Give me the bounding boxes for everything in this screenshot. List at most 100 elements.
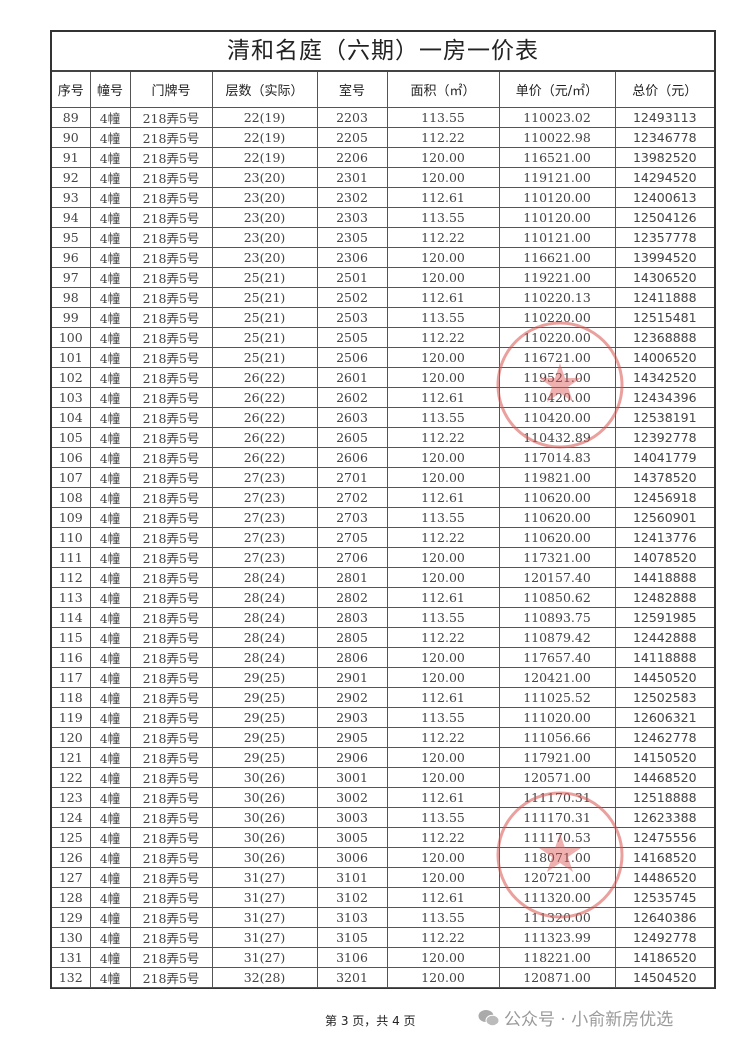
cell-seq: 108 bbox=[52, 487, 91, 508]
cell-building: 4幢 bbox=[89, 467, 131, 488]
table-row: 124 4幢 218弄5号 30(26) 3003 113.55 111170.31 1262… bbox=[52, 807, 714, 828]
cell-unit-price: 117321.00 bbox=[498, 547, 616, 568]
cell-seq: 123 bbox=[52, 787, 91, 808]
cell-building: 4幢 bbox=[89, 587, 131, 608]
cell-area: 120.00 bbox=[386, 547, 500, 568]
table-row: 107 4幢 218弄5号 27(23) 2701 120.00 119821.00 1437… bbox=[52, 467, 714, 488]
cell-area: 112.61 bbox=[386, 387, 500, 408]
cell-area: 120.00 bbox=[386, 347, 500, 368]
cell-room: 2703 bbox=[316, 507, 388, 528]
cell-unit-price: 110220.13 bbox=[498, 287, 616, 308]
cell-floor: 25(21) bbox=[211, 287, 318, 308]
cell-door-number: 218弄5号 bbox=[129, 147, 213, 168]
cell-seq: 100 bbox=[52, 327, 91, 348]
table-row: 93 4幢 218弄5号 23(20) 2302 112.61 110120.00 12400… bbox=[52, 187, 714, 208]
cell-building: 4幢 bbox=[89, 907, 131, 928]
cell-unit-price: 111323.99 bbox=[498, 927, 616, 948]
cell-room: 2702 bbox=[316, 487, 388, 508]
cell-building: 4幢 bbox=[89, 367, 131, 388]
cell-area: 113.55 bbox=[386, 107, 500, 128]
cell-room: 2803 bbox=[316, 607, 388, 628]
cell-room: 3001 bbox=[316, 767, 388, 788]
cell-building: 4幢 bbox=[89, 447, 131, 468]
cell-seq: 112 bbox=[52, 567, 91, 588]
cell-floor: 23(20) bbox=[211, 207, 318, 228]
table-row: 132 4幢 218弄5号 32(28) 3201 120.00 120871.00 1450… bbox=[52, 967, 714, 988]
cell-floor: 26(22) bbox=[211, 447, 318, 468]
cell-room: 2305 bbox=[316, 227, 388, 248]
cell-door-number: 218弄5号 bbox=[129, 507, 213, 528]
cell-seq: 128 bbox=[52, 887, 91, 908]
cell-building: 4幢 bbox=[89, 187, 131, 208]
cell-building: 4幢 bbox=[89, 947, 131, 968]
cell-total-price: 14418888 bbox=[614, 567, 714, 588]
cell-room: 2701 bbox=[316, 467, 388, 488]
cell-building: 4幢 bbox=[89, 487, 131, 508]
cell-unit-price: 111320.00 bbox=[498, 907, 616, 928]
cell-door-number: 218弄5号 bbox=[129, 427, 213, 448]
cell-room: 2205 bbox=[316, 127, 388, 148]
cell-floor: 27(23) bbox=[211, 547, 318, 568]
cell-floor: 29(25) bbox=[211, 687, 318, 708]
table-row: 102 4幢 218弄5号 26(22) 2601 120.00 119521.00 1434… bbox=[52, 367, 714, 388]
cell-area: 112.22 bbox=[386, 427, 500, 448]
cell-building: 4幢 bbox=[89, 627, 131, 648]
cell-area: 113.55 bbox=[386, 807, 500, 828]
cell-total-price: 14186520 bbox=[614, 947, 714, 968]
cell-total-price: 14006520 bbox=[614, 347, 714, 368]
cell-building: 4幢 bbox=[89, 887, 131, 908]
table-row: 129 4幢 218弄5号 31(27) 3103 113.55 111320.00 1264… bbox=[52, 907, 714, 928]
cell-room: 2601 bbox=[316, 367, 388, 388]
cell-door-number: 218弄5号 bbox=[129, 967, 213, 988]
cell-unit-price: 116521.00 bbox=[498, 147, 616, 168]
header-door-number: 门牌号 bbox=[129, 72, 213, 108]
cell-building: 4幢 bbox=[89, 267, 131, 288]
cell-seq: 114 bbox=[52, 607, 91, 628]
cell-seq: 106 bbox=[52, 447, 91, 468]
cell-floor: 29(25) bbox=[211, 727, 318, 748]
cell-total-price: 12538191 bbox=[614, 407, 714, 428]
cell-room: 3005 bbox=[316, 827, 388, 848]
cell-seq: 132 bbox=[52, 967, 91, 988]
cell-building: 4幢 bbox=[89, 727, 131, 748]
cell-unit-price: 119121.00 bbox=[498, 167, 616, 188]
cell-door-number: 218弄5号 bbox=[129, 947, 213, 968]
cell-unit-price: 110022.98 bbox=[498, 127, 616, 148]
cell-floor: 30(26) bbox=[211, 787, 318, 808]
cell-door-number: 218弄5号 bbox=[129, 527, 213, 548]
table-row: 126 4幢 218弄5号 30(26) 3006 120.00 118071.00 1416… bbox=[52, 847, 714, 868]
cell-area: 120.00 bbox=[386, 967, 500, 988]
page-number: 第 3 页，共 4 页 bbox=[325, 1014, 416, 1028]
table-row: 116 4幢 218弄5号 28(24) 2806 120.00 117657.40 1411… bbox=[52, 647, 714, 668]
cell-seq: 117 bbox=[52, 667, 91, 688]
cell-floor: 25(21) bbox=[211, 267, 318, 288]
cell-building: 4幢 bbox=[89, 927, 131, 948]
cell-seq: 110 bbox=[52, 527, 91, 548]
cell-floor: 30(26) bbox=[211, 807, 318, 828]
cell-total-price: 12392778 bbox=[614, 427, 714, 448]
cell-area: 112.61 bbox=[386, 687, 500, 708]
cell-room: 2902 bbox=[316, 687, 388, 708]
cell-door-number: 218弄5号 bbox=[129, 207, 213, 228]
cell-door-number: 218弄5号 bbox=[129, 487, 213, 508]
cell-building: 4幢 bbox=[89, 967, 131, 988]
cell-floor: 30(26) bbox=[211, 767, 318, 788]
cell-area: 120.00 bbox=[386, 247, 500, 268]
cell-area: 120.00 bbox=[386, 167, 500, 188]
cell-floor: 25(21) bbox=[211, 327, 318, 348]
cell-total-price: 12400613 bbox=[614, 187, 714, 208]
cell-door-number: 218弄5号 bbox=[129, 367, 213, 388]
cell-floor: 31(27) bbox=[211, 927, 318, 948]
table-row: 113 4幢 218弄5号 28(24) 2802 112.61 110850.62 1248… bbox=[52, 587, 714, 608]
cell-total-price: 12493113 bbox=[614, 107, 714, 128]
cell-total-price: 12462778 bbox=[614, 727, 714, 748]
cell-building: 4幢 bbox=[89, 387, 131, 408]
table-row: 98 4幢 218弄5号 25(21) 2502 112.61 110220.13 12411… bbox=[52, 287, 714, 308]
cell-room: 2505 bbox=[316, 327, 388, 348]
cell-door-number: 218弄5号 bbox=[129, 767, 213, 788]
watermark: 公众号 · 小俞新房优选 bbox=[478, 1005, 673, 1030]
cell-seq: 91 bbox=[52, 147, 91, 168]
cell-building: 4幢 bbox=[89, 327, 131, 348]
cell-total-price: 12518888 bbox=[614, 787, 714, 808]
cell-seq: 93 bbox=[52, 187, 91, 208]
